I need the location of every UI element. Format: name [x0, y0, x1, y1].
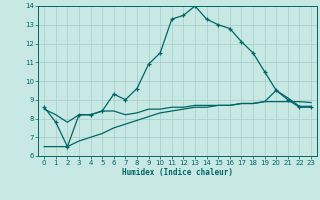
X-axis label: Humidex (Indice chaleur): Humidex (Indice chaleur) [122, 168, 233, 177]
